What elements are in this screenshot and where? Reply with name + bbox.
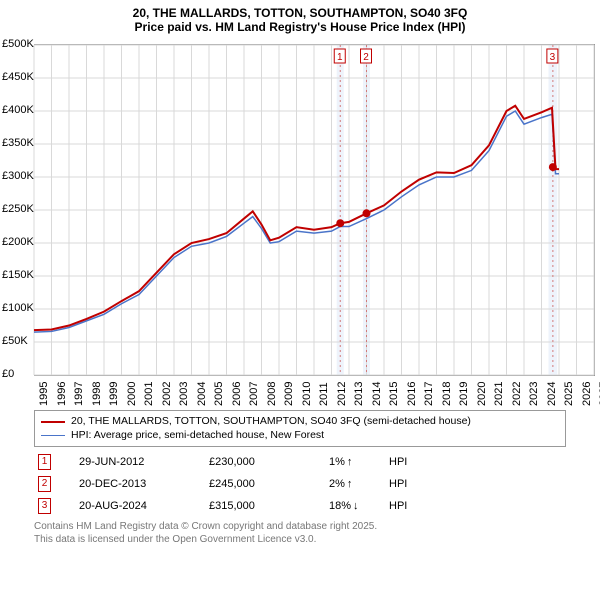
x-tick-label: 2004 <box>196 382 208 406</box>
x-tick-label: 2015 <box>388 382 400 406</box>
legend-item: HPI: Average price, semi-detached house,… <box>41 429 559 443</box>
legend-swatch <box>41 435 65 436</box>
event-date: 29-JUN-2012 <box>79 456 209 468</box>
event-marker-1: 1 <box>334 49 345 63</box>
x-tick-label: 2023 <box>528 382 540 406</box>
event-delta: 1%↑ <box>329 456 389 468</box>
event-delta: 2%↑ <box>329 478 389 490</box>
sale-dot <box>336 219 344 227</box>
event-price: £230,000 <box>209 456 329 468</box>
x-tick-label: 2025 <box>563 382 575 406</box>
event-hpi-label: HPI <box>389 500 407 512</box>
x-tick-label: 2005 <box>213 382 225 406</box>
x-tick-label: 2003 <box>178 382 190 406</box>
x-tick-label: 1997 <box>73 382 85 406</box>
x-tick-label: 2018 <box>441 382 453 406</box>
event-date: 20-DEC-2013 <box>79 478 209 490</box>
event-row: 1 29-JUN-2012£230,0001%↑HPI <box>34 451 566 473</box>
legend-item: 20, THE MALLARDS, TOTTON, SOUTHAMPTON, S… <box>41 415 559 429</box>
sale-dot <box>363 209 371 217</box>
legend-label: HPI: Average price, semi-detached house,… <box>71 429 324 443</box>
x-tick-label: 2000 <box>126 382 138 406</box>
title-line-1: 20, THE MALLARDS, TOTTON, SOUTHAMPTON, S… <box>0 6 600 20</box>
event-hpi-label: HPI <box>389 456 407 468</box>
x-tick-label: 2026 <box>581 382 593 406</box>
y-tick-label: £500K <box>2 38 34 50</box>
x-tick-label: 2011 <box>318 382 330 406</box>
x-tick-label: 2021 <box>493 382 505 406</box>
x-tick-label: 2014 <box>371 382 383 406</box>
y-tick-label: £50K <box>2 335 28 347</box>
event-row-marker: 1 <box>38 454 51 470</box>
x-tick-label: 2007 <box>248 382 260 406</box>
x-tick-label: 1996 <box>56 382 68 406</box>
x-tick-label: 2017 <box>423 382 435 406</box>
x-tick-label: 2019 <box>458 382 470 406</box>
x-tick-label: 2024 <box>546 382 558 406</box>
legend-label: 20, THE MALLARDS, TOTTON, SOUTHAMPTON, S… <box>71 415 471 429</box>
x-tick-label: 2013 <box>353 382 365 406</box>
event-row: 2 20-DEC-2013£245,0002%↑HPI <box>34 473 566 495</box>
x-tick-label: 2022 <box>511 382 523 406</box>
y-tick-label: £0 <box>2 368 14 380</box>
y-tick-label: £300K <box>2 170 34 182</box>
x-tick-label: 2001 <box>143 382 155 406</box>
y-tick-label: £250K <box>2 203 34 215</box>
x-tick-label: 1995 <box>38 382 50 406</box>
event-delta: 18%↓ <box>329 500 389 512</box>
x-tick-label: 2010 <box>301 382 313 406</box>
x-tick-label: 2009 <box>283 382 295 406</box>
svg-text:2: 2 <box>363 52 369 63</box>
svg-text:3: 3 <box>550 52 556 63</box>
x-tick-label: 2016 <box>406 382 418 406</box>
legend-swatch <box>41 421 65 423</box>
events-table: 129-JUN-2012£230,0001%↑HPI220-DEC-2013£2… <box>34 451 566 517</box>
x-tick-label: 2006 <box>231 382 243 406</box>
arrow-up-icon: ↑ <box>347 478 353 490</box>
title-block: 20, THE MALLARDS, TOTTON, SOUTHAMPTON, S… <box>0 0 600 34</box>
x-tick-label: 2020 <box>476 382 488 406</box>
event-price: £245,000 <box>209 478 329 490</box>
x-tick-label: 2012 <box>336 382 348 406</box>
y-tick-label: £200K <box>2 236 34 248</box>
arrow-down-icon: ↓ <box>353 500 359 512</box>
event-price: £315,000 <box>209 500 329 512</box>
event-row: 3 20-AUG-2024£315,00018%↓HPI <box>34 495 566 517</box>
event-marker-3: 3 <box>547 49 558 63</box>
plot-area: 1 2 3 £0 £50K £100K £150K £200K £250K £300K £350K £… <box>0 34 600 406</box>
legend: 20, THE MALLARDS, TOTTON, SOUTHAMPTON, S… <box>34 410 566 447</box>
y-tick-label: £400K <box>2 104 34 116</box>
x-tick-label: 2008 <box>266 382 278 406</box>
event-row-marker: 3 <box>38 498 51 514</box>
footer-line-2: This data is licensed under the Open Gov… <box>34 534 566 547</box>
chart-container: 20, THE MALLARDS, TOTTON, SOUTHAMPTON, S… <box>0 0 600 546</box>
svg-text:1: 1 <box>337 52 343 63</box>
event-hpi-label: HPI <box>389 478 407 490</box>
x-tick-label: 2002 <box>161 382 173 406</box>
x-tick-label: 1998 <box>91 382 103 406</box>
x-tick-label: 1999 <box>108 382 120 406</box>
y-tick-label: £450K <box>2 71 34 83</box>
y-tick-label: £150K <box>2 269 34 281</box>
event-row-marker: 2 <box>38 476 51 492</box>
footer-line-1: Contains HM Land Registry data © Crown c… <box>34 521 566 534</box>
event-marker-2: 2 <box>361 49 372 63</box>
event-date: 20-AUG-2024 <box>79 500 209 512</box>
arrow-up-icon: ↑ <box>347 456 353 468</box>
y-tick-label: £100K <box>2 302 34 314</box>
y-tick-label: £350K <box>2 137 34 149</box>
footer-attribution: Contains HM Land Registry data © Crown c… <box>34 521 566 546</box>
title-line-2: Price paid vs. HM Land Registry's House … <box>0 20 600 34</box>
sale-dot <box>549 163 557 171</box>
plot-box: 1 2 3 <box>34 44 595 376</box>
